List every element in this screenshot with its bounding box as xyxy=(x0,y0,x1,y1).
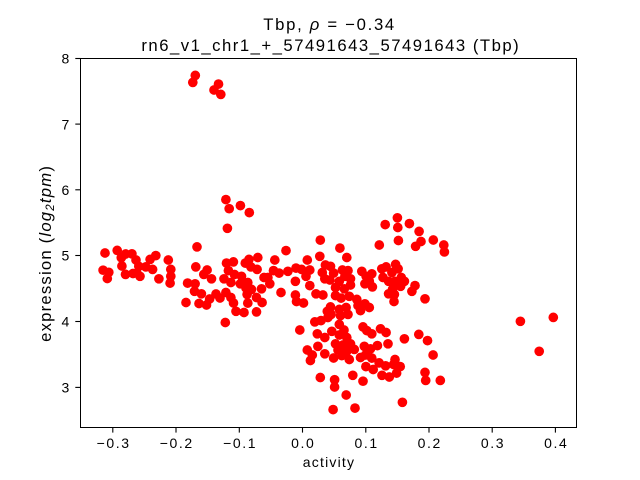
svg-text:activity: activity xyxy=(303,454,355,470)
svg-text:0.4: 0.4 xyxy=(544,435,568,451)
svg-text:8: 8 xyxy=(62,51,70,67)
svg-text:rn6_v1_chr1_+_57491643_5749164: rn6_v1_chr1_+_57491643_57491643 (Tbp) xyxy=(141,36,520,55)
svg-text:Tbp, ρ = −0.34: Tbp, ρ = −0.34 xyxy=(263,15,396,34)
svg-text:−0.2: −0.2 xyxy=(160,435,194,451)
svg-text:−0.3: −0.3 xyxy=(97,435,131,451)
svg-text:−0.1: −0.1 xyxy=(223,435,257,451)
svg-text:0.0: 0.0 xyxy=(291,435,315,451)
svg-text:expression (log2tpm): expression (log2tpm) xyxy=(36,165,57,342)
svg-text:4: 4 xyxy=(62,314,70,330)
svg-text:0.3: 0.3 xyxy=(481,435,505,451)
svg-text:6: 6 xyxy=(62,182,70,198)
svg-text:0.2: 0.2 xyxy=(418,435,442,451)
svg-text:0.1: 0.1 xyxy=(354,435,378,451)
svg-text:3: 3 xyxy=(62,380,70,396)
svg-text:7: 7 xyxy=(62,116,70,132)
svg-text:5: 5 xyxy=(62,248,70,264)
